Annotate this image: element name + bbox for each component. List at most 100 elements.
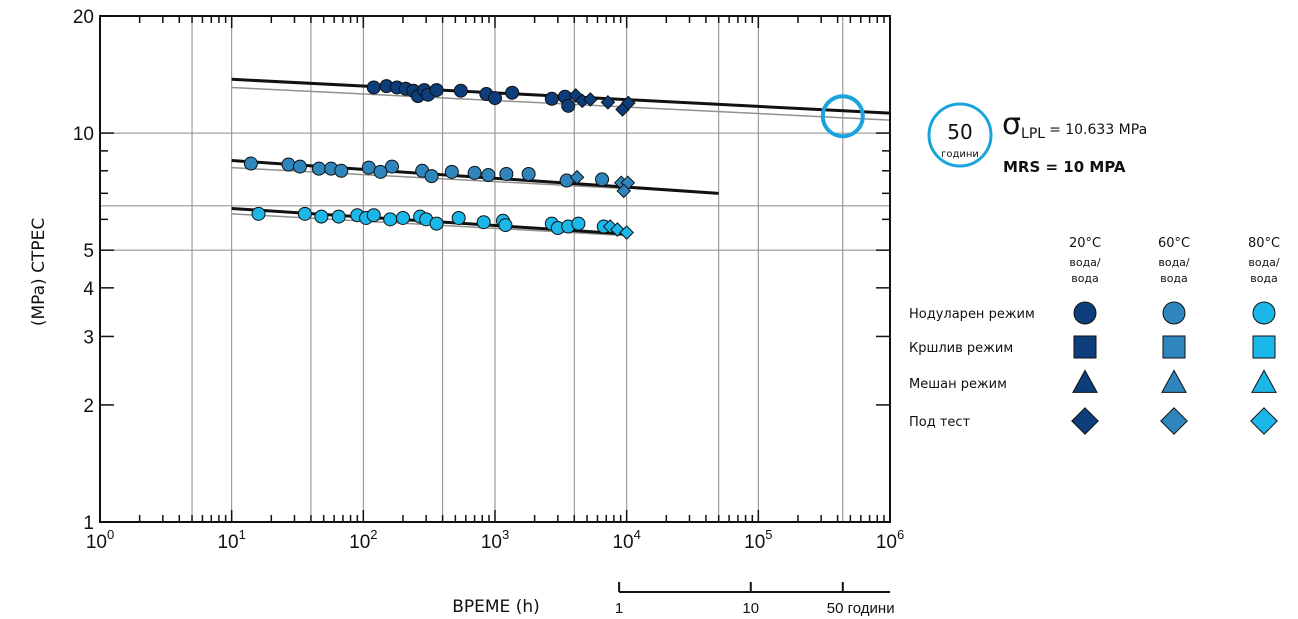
data-point-circle: [488, 91, 502, 106]
data-point-circle: [366, 208, 381, 223]
x-tick-label: 105: [744, 527, 772, 553]
axes: [99, 15, 891, 523]
data-point-circle: [499, 166, 514, 181]
years-tick-label: 50 години: [827, 600, 895, 617]
data-point-circle: [429, 216, 444, 231]
data-point-circle: [444, 164, 459, 179]
fifty-year-marker: [820, 94, 865, 139]
y-axis-title: (MPa) СТРЕС: [29, 218, 49, 326]
data-points: [243, 79, 865, 240]
legend: 20°C вода/вода 60°C вода/вода 80°C вода/вода Н…: [909, 236, 1280, 435]
data-point-diamond: [602, 219, 618, 234]
y-tick-label: 1: [83, 513, 94, 534]
legend-medium-label: вода: [1250, 272, 1278, 285]
legend-medium-label: вода/: [1158, 256, 1190, 269]
data-point-circle: [314, 209, 329, 224]
legend-marker-square: [1252, 335, 1276, 359]
legend-marker-square: [1073, 335, 1097, 359]
data-point-diamond: [616, 183, 632, 199]
data-point-circle: [521, 166, 536, 181]
data-point-circle: [334, 163, 349, 178]
badge-years-value: 50: [947, 120, 972, 144]
x-tick-label: 102: [349, 527, 377, 553]
data-point-circle: [595, 172, 610, 187]
legend-marker-circle: [1073, 301, 1097, 325]
data-point-circle: [453, 83, 468, 98]
data-point-circle: [361, 160, 376, 175]
badge-years-unit: години: [941, 149, 979, 160]
sigma-value: = 10.633 MPa: [1049, 122, 1147, 138]
data-point-circle: [424, 169, 439, 184]
data-point-circle: [281, 157, 296, 172]
legend-marker-square: [1162, 335, 1186, 359]
legend-medium-label: вода: [1071, 272, 1099, 285]
y-tick-label: 20: [73, 7, 94, 28]
legend-marker-circle: [1252, 301, 1276, 325]
x-tick-label: 100: [86, 527, 114, 553]
y-tick-label: 5: [83, 241, 94, 262]
x-axis-title: ВРЕМЕ (h): [452, 597, 540, 617]
x-tick-label: 104: [612, 527, 640, 553]
data-point-circle: [297, 206, 312, 221]
fifty-year-badge: [927, 102, 993, 168]
data-point-circle: [571, 216, 586, 231]
data-point-circle: [311, 161, 326, 176]
legend-medium-label: вода/: [1248, 256, 1280, 269]
years-tick-label: 1: [615, 600, 623, 617]
data-point-circle: [544, 91, 559, 106]
legend-temp-label: 20°C: [1069, 236, 1101, 251]
data-point-circle: [383, 212, 398, 227]
y-tick-label: 2: [83, 396, 94, 417]
data-point-circle: [429, 83, 444, 98]
legend-medium-label: вода/: [1069, 256, 1101, 269]
data-point-circle: [331, 209, 346, 224]
data-point-circle: [561, 98, 576, 113]
data-point-diamond: [569, 169, 585, 185]
legend-temp-label: 80°C: [1248, 236, 1280, 251]
legend-temp-label: 60°C: [1158, 236, 1190, 251]
legend-row-label: Кршлив режим: [909, 341, 1013, 356]
data-point-circle: [505, 85, 520, 100]
x-tick-label: 103: [481, 527, 509, 553]
data-point-circle: [251, 206, 266, 221]
data-point-diamond: [600, 94, 616, 110]
data-point-circle: [292, 159, 307, 174]
fifty-year-annotation: 50 години σLPL = 10.633 MPa MRS = 10 MPA: [927, 102, 1147, 176]
data-point-diamond: [621, 95, 636, 111]
tick-labels: 100 101 102 103 104 105 106 1 2 3 4 5 10 20: [73, 7, 904, 553]
data-point-diamond: [583, 92, 598, 107]
legend-row-label: Нодуларен режим: [909, 307, 1035, 322]
years-scale: 1 10 50 години: [615, 582, 895, 617]
y-tick-label: 3: [83, 327, 94, 348]
data-point-circle: [395, 210, 410, 225]
legend-marker-triangle: [1251, 369, 1277, 393]
legend-marker-diamond: [1071, 407, 1099, 435]
data-point-circle: [366, 80, 381, 95]
sigma-symbol: σ: [1002, 107, 1021, 142]
data-point-diamond: [610, 222, 625, 237]
y-tick-label: 10: [73, 124, 94, 145]
data-point-circle: [467, 165, 482, 180]
legend-marker-triangle: [1072, 369, 1098, 393]
mrs-label: MRS = 10 MPA: [1003, 158, 1126, 176]
data-point-circle: [243, 156, 258, 171]
legend-row-label: Мешан режим: [909, 377, 1007, 392]
legend-marker-diamond: [1160, 407, 1188, 435]
regression-lines: [231, 77, 891, 237]
data-point-circle: [481, 168, 496, 183]
data-point-circle: [373, 164, 388, 179]
data-point-circle: [451, 210, 466, 225]
data-point-circle: [476, 215, 491, 230]
data-point-diamond: [619, 225, 634, 240]
legend-marker-diamond: [1250, 407, 1278, 435]
y-tick-label: 4: [83, 279, 94, 300]
data-point-circle: [498, 218, 513, 233]
years-tick-label: 10: [742, 600, 759, 617]
lpl-line-0: [231, 86, 891, 121]
legend-medium-label: вода: [1160, 272, 1188, 285]
data-point-circle: [384, 159, 399, 174]
legend-row-label: Под тест: [909, 415, 971, 430]
x-tick-label: 101: [217, 527, 245, 553]
sigma-lpl-label: σLPL = 10.633 MPa: [1002, 107, 1147, 142]
